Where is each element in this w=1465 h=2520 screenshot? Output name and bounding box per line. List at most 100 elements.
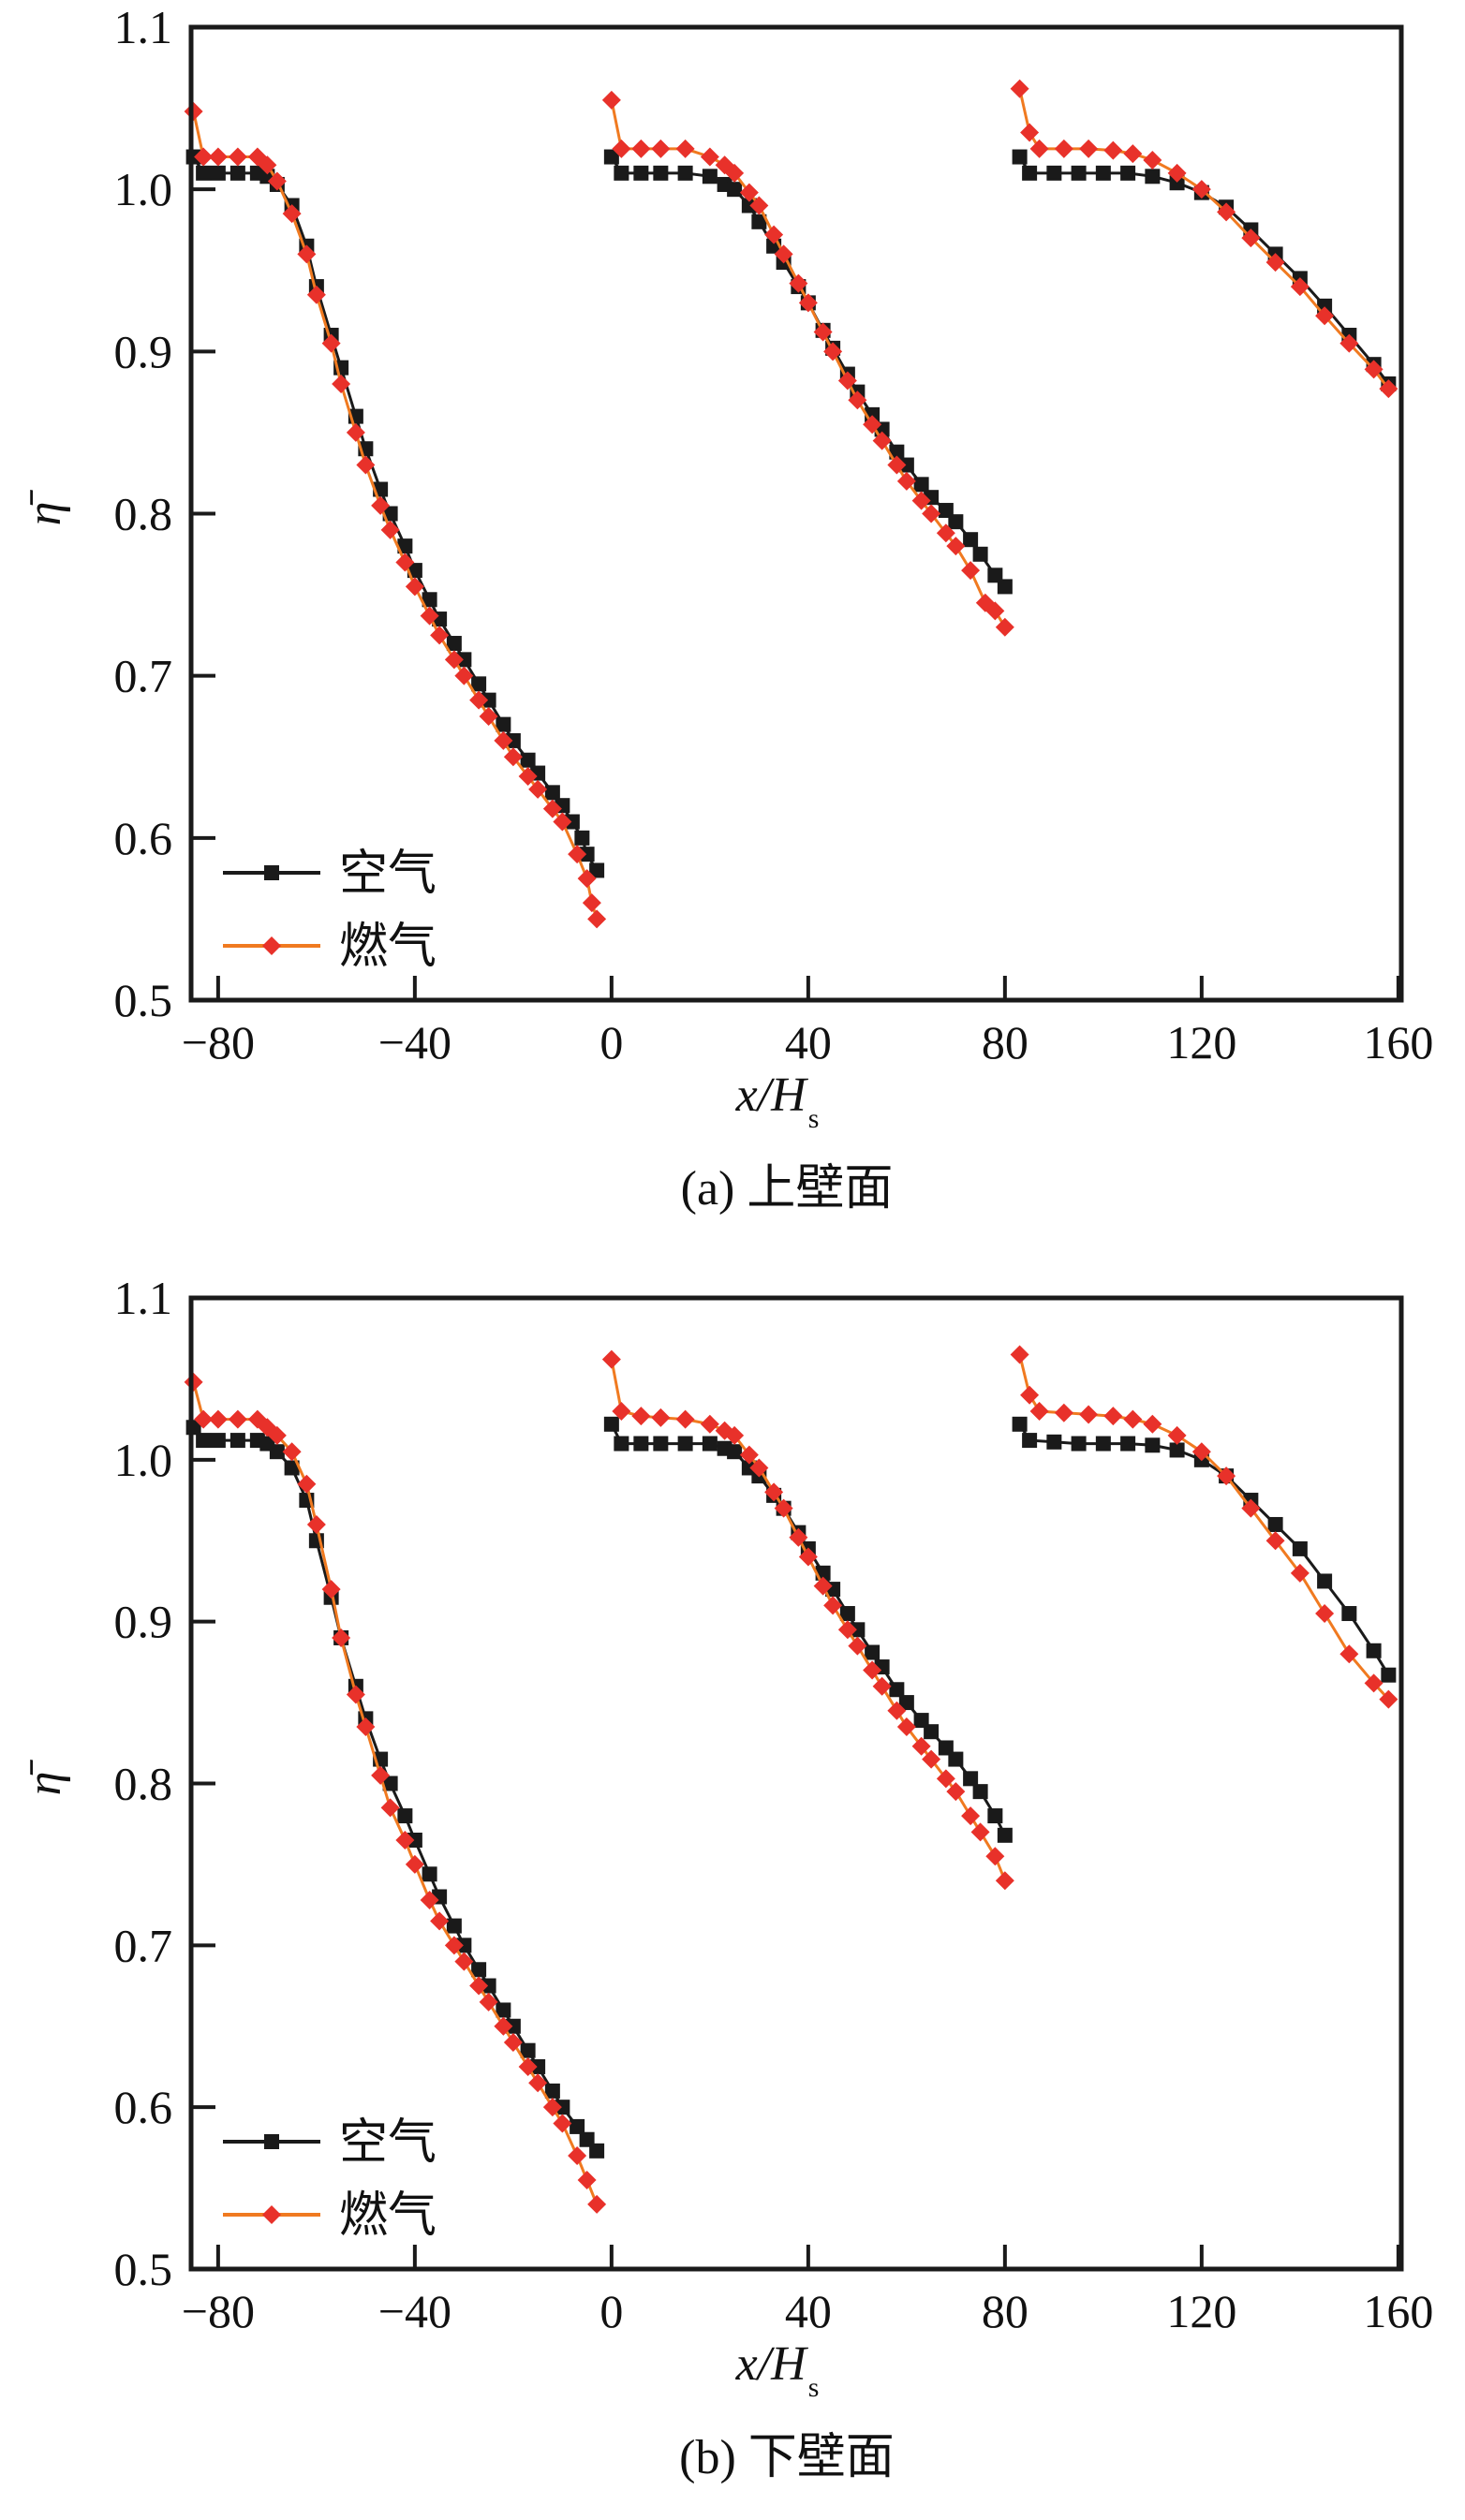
data-point-gas: [789, 1527, 808, 1547]
data-point-gas: [494, 2016, 513, 2036]
data-point-air: [727, 182, 743, 198]
chart-caption: (b) 下壁面: [679, 2431, 895, 2484]
data-point-air: [1095, 165, 1111, 181]
data-point-gas: [813, 1576, 833, 1596]
data-point-gas: [1191, 180, 1211, 199]
data-point-gas: [774, 1498, 793, 1518]
data-point-air: [229, 165, 245, 181]
data-point-gas: [1010, 1345, 1029, 1364]
data-point-gas: [1339, 333, 1359, 353]
chart-b: 0.5 0.6 0.7 0.8 0.9 1.0 1.1 −80 −40 0 40 80 120 160 空气…: [18, 1272, 1433, 2484]
data-point-gas: [184, 102, 203, 122]
x-tick-label: 0: [599, 2285, 623, 2337]
data-point-air: [422, 1866, 437, 1882]
data-point-air: [1120, 1436, 1136, 1452]
data-point-air: [1145, 169, 1161, 184]
data-point-gas: [194, 1409, 214, 1429]
data-point-air: [407, 1832, 422, 1848]
data-point-gas: [258, 155, 277, 175]
data-point-air: [938, 1740, 954, 1756]
legend-marker: [264, 865, 279, 880]
y-tick-label: 0.7: [114, 650, 173, 702]
data-point-gas: [764, 1482, 784, 1502]
chart-caption: (a) 上壁面: [681, 1162, 894, 1216]
x-tick-label: −80: [182, 1016, 255, 1068]
series-line-air: [610, 155, 1007, 588]
data-point-gas: [887, 1701, 907, 1720]
y-tick-label: 0.8: [114, 488, 173, 540]
data-point-gas: [872, 1676, 892, 1696]
data-point-air: [589, 2143, 605, 2159]
data-point-air: [1046, 1434, 1062, 1450]
data-point-air: [544, 785, 560, 801]
data-point-air: [229, 1433, 245, 1449]
data-point-gas: [911, 1736, 931, 1756]
y-tick-label: 1.1: [114, 1272, 173, 1324]
data-point-gas: [725, 163, 745, 183]
data-point-gas: [184, 1372, 203, 1392]
data-point-air: [614, 165, 629, 181]
data-point-gas: [1054, 1403, 1073, 1422]
data-point-gas: [1315, 306, 1335, 326]
data-point-gas: [922, 1749, 941, 1769]
data-point-gas: [1265, 1531, 1285, 1551]
data-point-gas: [542, 2098, 562, 2117]
data-point-gas: [1167, 163, 1187, 183]
x-tick-label: 40: [785, 2285, 832, 2337]
data-point-air: [898, 1695, 914, 1711]
data-point-gas: [228, 147, 247, 167]
data-point-gas: [798, 293, 818, 313]
data-point-air: [972, 1784, 988, 1800]
data-point-gas: [282, 204, 302, 224]
legend-marker: [262, 936, 281, 955]
data-point-air: [397, 1808, 413, 1824]
data-point-gas: [848, 391, 867, 410]
legend-marker: [264, 2134, 279, 2149]
data-point-air: [1317, 1573, 1333, 1589]
data-point-gas: [405, 577, 424, 597]
y-tick-label: 1.0: [114, 163, 173, 215]
data-point-gas: [371, 1765, 391, 1785]
data-point-air: [1169, 1442, 1185, 1458]
data-point-air: [948, 1751, 964, 1767]
data-point-air: [505, 2018, 521, 2034]
data-point-gas: [395, 1830, 415, 1849]
data-point-gas: [469, 690, 489, 710]
data-point-gas: [1241, 1498, 1261, 1518]
data-point-gas: [1020, 1385, 1040, 1405]
data-point-gas: [774, 244, 793, 264]
data-point-gas: [612, 1401, 631, 1421]
data-point-gas: [1103, 140, 1123, 160]
data-point-air: [633, 165, 649, 181]
data-point-gas: [725, 1425, 745, 1445]
data-point-air: [963, 532, 979, 548]
data-point-air: [1366, 1643, 1382, 1658]
data-point-gas: [612, 139, 631, 158]
data-point-gas: [1339, 1644, 1359, 1664]
series-line-gas: [610, 1359, 1007, 1881]
data-point-gas: [469, 1976, 489, 1996]
data-point-air: [564, 814, 580, 830]
data-point-gas: [631, 139, 651, 158]
data-point-gas: [380, 520, 400, 539]
data-point-air: [496, 2002, 511, 2018]
data-point-gas: [444, 1936, 464, 1955]
data-point-gas: [1217, 202, 1236, 222]
x-axis-label: x/Hs: [735, 2337, 820, 2403]
data-point-air: [505, 732, 521, 748]
x-tick-label: 80: [982, 1016, 1028, 1068]
y-axis-label: η̄: [18, 490, 71, 526]
data-point-gas: [961, 561, 981, 581]
data-point-gas: [1029, 1401, 1049, 1421]
data-point-gas: [1265, 253, 1285, 273]
data-point-gas: [1079, 1405, 1099, 1424]
data-point-air: [913, 477, 929, 493]
data-point-air: [889, 1682, 905, 1698]
data-point-air: [520, 752, 536, 768]
data-point-gas: [1143, 1414, 1162, 1434]
data-point-air: [570, 2118, 585, 2134]
data-point-gas: [911, 491, 931, 510]
data-point-gas: [1010, 79, 1029, 98]
series-line-gas: [1018, 88, 1390, 391]
